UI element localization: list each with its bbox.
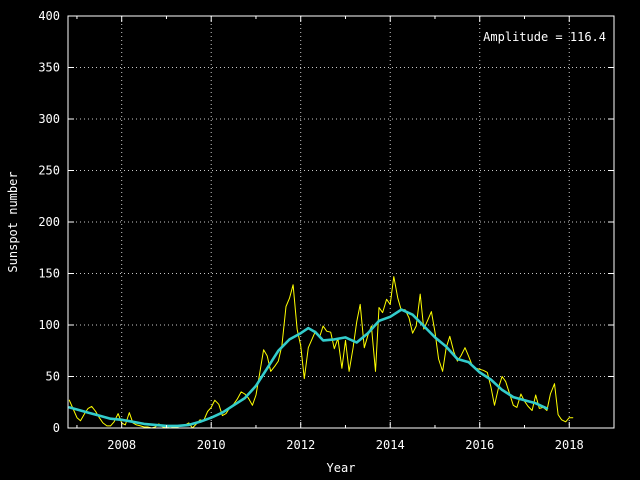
x-tick-label: 2012 — [286, 438, 315, 452]
y-tick-label: 300 — [38, 112, 60, 126]
x-tick-label: 2018 — [555, 438, 584, 452]
x-tick-label: 2008 — [107, 438, 136, 452]
y-axis-label: Sunspot number — [6, 171, 20, 272]
amplitude-annotation: Amplitude = 116.4 — [483, 30, 606, 44]
axis-ticks: 0 50 100 150 200 250 300 350 400 2008 2010 2012 2014… — [38, 9, 615, 452]
y-tick-label: 0 — [53, 421, 60, 435]
x-tick-label: 2014 — [376, 438, 405, 452]
grid-lines — [68, 16, 614, 428]
y-tick-label: 150 — [38, 267, 60, 281]
y-tick-label: 400 — [38, 9, 60, 23]
y-tick-label: 50 — [46, 370, 60, 384]
y-tick-label: 350 — [38, 61, 60, 75]
x-tick-label: 2016 — [465, 438, 494, 452]
y-tick-label: 100 — [38, 318, 60, 332]
y-tick-label: 200 — [38, 215, 60, 229]
x-axis-label: Year — [327, 461, 356, 475]
smoothed-sunspot-line — [68, 308, 549, 428]
y-tick-label: 250 — [38, 164, 60, 178]
x-tick-label: 2010 — [197, 438, 226, 452]
